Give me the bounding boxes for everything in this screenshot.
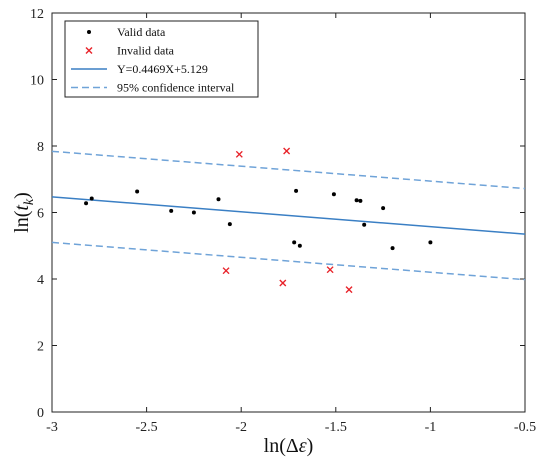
y-axis: 0 2 4 6 8 10 12 <box>30 7 525 421</box>
x-tick-label: -3 <box>46 420 58 435</box>
valid-data-point <box>390 246 395 251</box>
x-tick-label: -0.5 <box>514 420 536 435</box>
series-points <box>84 147 433 294</box>
x-marker-stroke <box>235 150 243 158</box>
x-tick-label: -2 <box>235 420 247 435</box>
x-tick-label: -1.5 <box>325 420 347 435</box>
valid-data-point <box>89 196 94 201</box>
x-marker-stroke <box>222 267 230 275</box>
confidence-interval-line <box>51 241 526 281</box>
y-axis-label-text: ln(tk) <box>11 192 37 233</box>
legend-label: Invalid data <box>117 44 175 58</box>
legend-label: Valid data <box>117 25 166 39</box>
valid-data-point <box>428 240 433 245</box>
valid-data-point <box>292 240 297 245</box>
valid-data-point <box>84 201 89 206</box>
series-lines <box>51 150 526 281</box>
y-tick-label: 8 <box>37 140 44 155</box>
invalid-data-point <box>326 266 334 274</box>
y-tick-label: 12 <box>30 7 44 22</box>
x-tick-label: -1 <box>425 420 437 435</box>
y-tick-label: 4 <box>37 273 44 288</box>
valid-data-point <box>135 189 140 194</box>
legend-item: 95% confidence interval <box>71 81 235 95</box>
legend-label: 95% confidence interval <box>117 81 235 95</box>
confidence-interval-line <box>51 150 526 190</box>
y-tick-label: 0 <box>37 406 44 421</box>
x-marker-stroke <box>283 147 291 155</box>
valid-data-point <box>297 243 302 248</box>
valid-data-point <box>169 208 174 213</box>
invalid-data-point <box>235 150 243 158</box>
valid-data-point <box>362 222 367 227</box>
legend-box <box>64 20 259 98</box>
y-tick-label: 10 <box>30 74 44 89</box>
valid-data-point <box>216 197 221 202</box>
x-marker-stroke <box>326 266 334 274</box>
regression-line <box>51 196 526 235</box>
legend-item: Invalid data <box>85 44 175 58</box>
legend: Valid data Invalid data Y=0.4469X+5.129 95%… <box>64 20 259 98</box>
x-axis-label-text: ln(Δε) <box>264 435 314 457</box>
invalid-data-point <box>345 286 353 294</box>
valid-data-point <box>294 188 299 193</box>
invalid-data-point <box>222 267 230 275</box>
legend-label: Y=0.4469X+5.129 <box>117 62 208 76</box>
valid-data-point <box>331 192 336 197</box>
valid-data-point <box>358 198 363 203</box>
x-tick-label: -2.5 <box>136 420 158 435</box>
x-axis: -3 -2.5 -2 -1.5 -1 -0.5 <box>46 13 536 435</box>
x-axis-label: ln(Δε) <box>264 435 314 457</box>
y-axis-label: ln(tk) <box>11 192 37 233</box>
legend-marker-swatch <box>87 30 91 34</box>
legend-item: Y=0.4469X+5.129 <box>71 62 208 76</box>
valid-data-point <box>227 222 232 227</box>
legend-item: Valid data <box>87 25 166 39</box>
y-tick-label: 2 <box>37 340 44 355</box>
valid-data-point <box>354 198 359 203</box>
y-tick-label: 6 <box>37 207 44 222</box>
invalid-data-point <box>279 279 287 287</box>
x-marker-stroke <box>345 286 353 294</box>
invalid-data-point <box>283 147 291 155</box>
x-marker-stroke <box>85 47 93 54</box>
x-marker-stroke <box>279 279 287 287</box>
valid-data-point <box>191 210 196 215</box>
valid-data-point <box>381 206 386 211</box>
legend-marker-swatch <box>85 47 93 54</box>
